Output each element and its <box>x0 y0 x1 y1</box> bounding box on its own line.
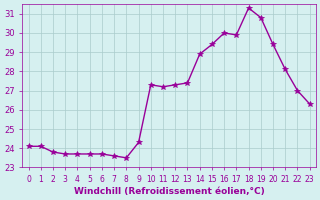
X-axis label: Windchill (Refroidissement éolien,°C): Windchill (Refroidissement éolien,°C) <box>74 187 265 196</box>
